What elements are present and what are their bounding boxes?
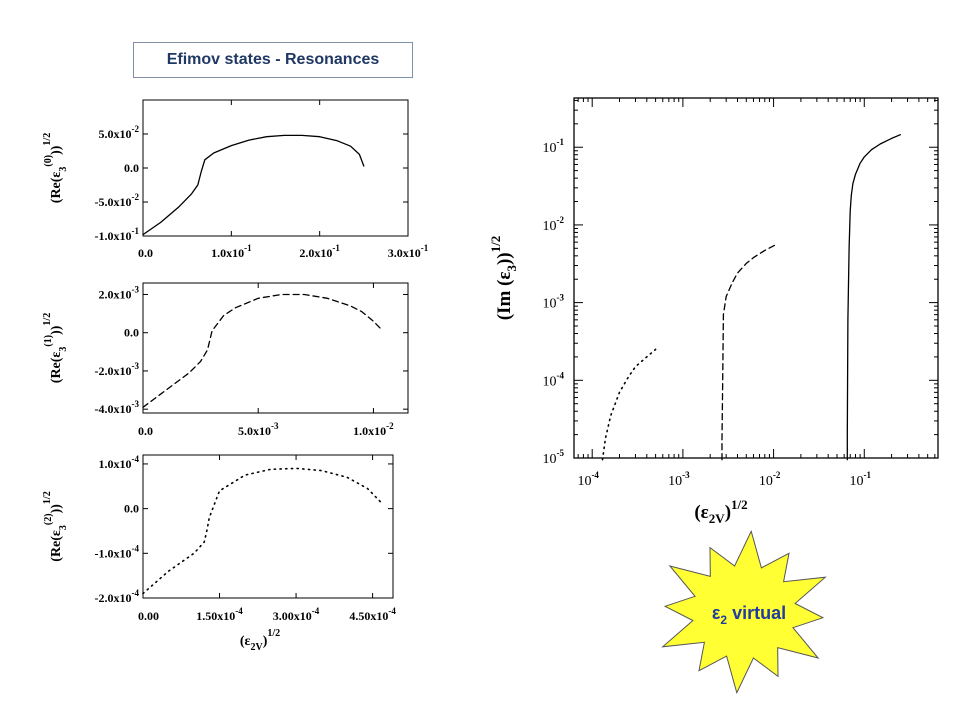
x-tick-label: 3.00x10-4 [273,606,320,623]
chart-2: 0.0 5.0x10-3 1.0x10-2 -4.0x10-3 -2.0x10-3 0.0… [42,282,409,438]
x-tick-label: 3.0x10-1 [388,243,429,260]
y-axis-label: (Im (ε3))1/2 [488,236,519,321]
x-tick-label: 10-3 [668,470,690,489]
x-tick-label: 5.0x10-3 [238,421,279,438]
x-tick-label: 10-4 [577,470,599,489]
plot-frame [573,97,939,459]
y-tick-label: -2.0x10-3 [95,361,140,378]
y-tick-label: 1.0x10-4 [99,454,140,471]
series-dashed-line [142,293,384,408]
starburst-callout [661,529,827,695]
x-tick-label: 4.50x10-4 [349,606,396,623]
y-tick-label: -4.0x10-3 [95,399,140,416]
x-tick-label: 0.00 [138,609,159,623]
y-tick-label: 5.0x10-2 [99,124,140,141]
callout-text: ε2 virtual [712,603,786,627]
y-tick-label: -5.0x10-2 [95,192,140,209]
y-axis-label: (Re(ε3(2)))1/2 [42,491,69,561]
y-tick-label: 0.0 [124,161,139,175]
x-tick-label: 1.0x10-1 [211,243,252,260]
series-solid-line [846,134,902,461]
x-axis-label: (ε2V)1/2 [694,497,747,526]
y-axis-label: (Re(ε3(0)))1/2 [42,133,69,203]
y-tick-label: -1.0x10-4 [95,543,140,560]
y-tick-label: 0.0 [124,326,139,340]
x-tick-label: 10-2 [759,470,781,489]
chart-4: 10-4 10-3 10-2 10-1 10-5 10-4 10-3 10-2 10-1 (Im … [488,97,939,526]
chart-3: 0.00 1.50x10-4 3.00x10-4 4.50x10-4 -2.0x10-4… [42,454,396,653]
x-axis-label: (ε2V)1/2 [240,628,280,653]
y-tick-label: 10-2 [543,215,565,234]
x-tick-label: 10-1 [850,470,872,489]
y-tick-label: 10-3 [543,293,565,312]
x-tick-label: 1.50x10-4 [196,606,243,623]
series-dashed-line [721,243,778,461]
series-dotted-line [601,348,657,461]
page-title: Efimov states - Resonances [133,42,413,78]
x-tick-label: 0.0 [138,424,153,438]
series-solid-line [142,134,365,236]
x-tick-label: 2.0x10-1 [299,243,340,260]
y-tick-label: 0.0 [124,502,139,516]
y-tick-label: -1.0x10-1 [95,226,140,243]
plot-frame [142,282,409,414]
series-dotted-line [142,467,384,595]
y-tick-label: -2.0x10-4 [95,588,140,605]
x-tick-label: 1.0x10-2 [353,421,394,438]
y-tick-label: 10-1 [543,137,565,156]
plot-frame [142,99,409,237]
y-tick-label: 10-4 [543,370,565,389]
y-tick-label: 10-5 [543,448,565,467]
plot-frame [142,454,394,599]
x-tick-label: 0.0 [138,246,153,260]
y-axis-label: (Re(ε3(1)))1/2 [42,313,69,383]
y-tick-label: 2.0x10-3 [99,284,140,301]
chart-1: 0.0 1.0x10-1 2.0x10-1 3.0x10-1 -1.0x10-1 -5.0… [42,99,429,260]
